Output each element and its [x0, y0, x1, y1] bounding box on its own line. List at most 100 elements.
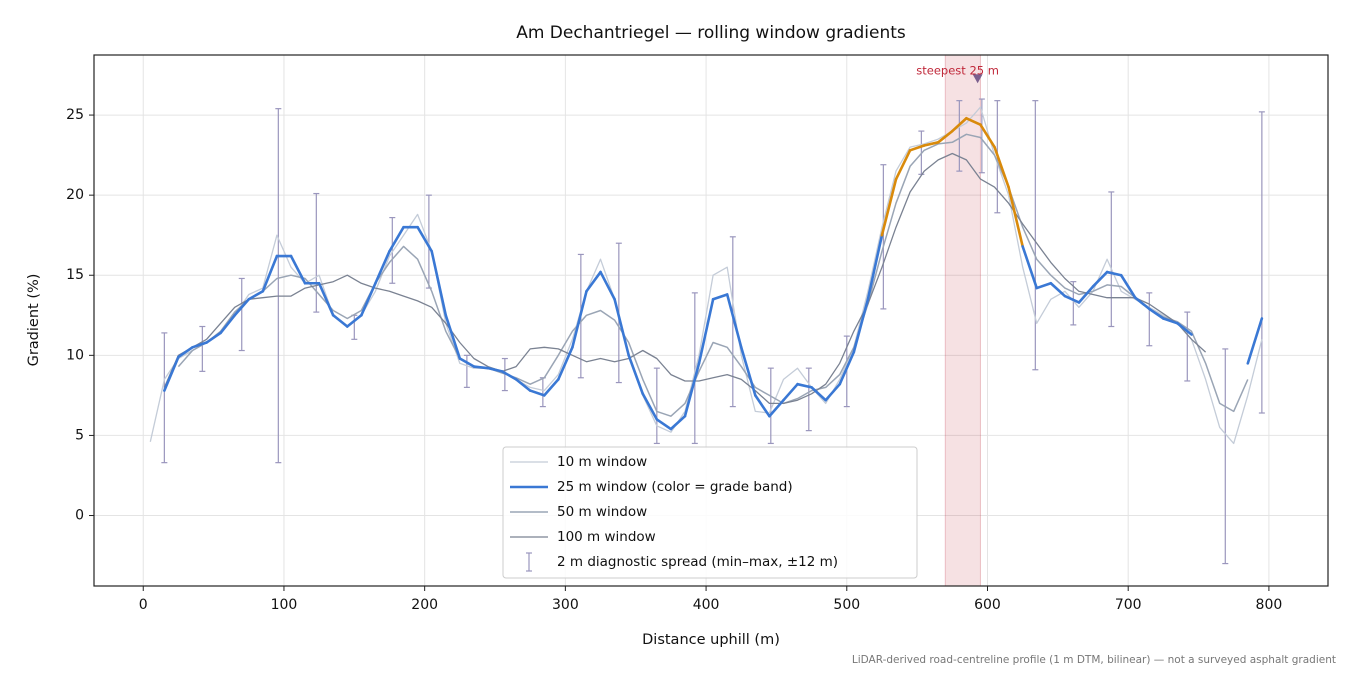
line-segment: [500, 370, 518, 381]
line-segment: [1049, 281, 1067, 298]
line-segment: [683, 362, 701, 418]
y-axis-label: Gradient (%): [26, 274, 42, 367]
line-segment: [627, 354, 645, 396]
line-segment: [388, 225, 405, 253]
line-segment: [1091, 270, 1109, 288]
steepest-span: [944, 54, 981, 587]
line-segment: [1133, 296, 1151, 311]
line-segment: [331, 313, 349, 328]
line-segment: [993, 145, 1010, 189]
line-segment: [908, 144, 926, 152]
series-line: [163, 152, 1207, 405]
line-segment: [838, 350, 856, 386]
x-axis-label: Distance uphill (m): [642, 632, 780, 648]
line-segment: [472, 365, 490, 370]
x-tick-label: 300: [552, 597, 579, 613]
line-segment: [754, 394, 771, 418]
line-segment: [177, 346, 194, 359]
legend-label: 50 m window: [557, 504, 647, 520]
line-segment: [1035, 281, 1053, 290]
line-segment: [824, 382, 842, 402]
line-segment: [1119, 273, 1137, 299]
line-segment: [571, 289, 588, 349]
line-segment: [247, 289, 265, 301]
line-segment: [866, 233, 884, 301]
line-segment: [261, 254, 279, 293]
line-segment: [557, 346, 574, 381]
series-line: [177, 133, 1249, 417]
line-segment: [360, 281, 377, 317]
x-tick-label: 700: [1115, 597, 1142, 613]
line-segment: [936, 129, 954, 144]
line-segment: [233, 297, 251, 317]
line-segment: [345, 313, 363, 328]
line-segment: [317, 281, 335, 317]
line-segment: [289, 254, 307, 285]
x-tick-label: 200: [411, 597, 438, 613]
y-tick-label: 10: [66, 347, 84, 363]
line-segment: [163, 355, 180, 392]
line-segment: [725, 293, 743, 349]
line-segment: [374, 249, 391, 285]
line-segment: [669, 414, 687, 431]
line-segment: [697, 297, 715, 365]
line-segment: [1105, 270, 1123, 277]
steepest-label: steepest 25 m: [916, 64, 999, 78]
line-segment: [416, 225, 433, 253]
line-segment: [796, 382, 813, 389]
x-tick-label: 800: [1256, 597, 1283, 613]
line-segment: [1176, 322, 1193, 336]
footnote: LiDAR-derived road-centreline profile (1…: [852, 654, 1336, 666]
line-segment: [739, 346, 757, 397]
y-tick-label: 5: [75, 427, 84, 443]
line-segment: [542, 378, 560, 397]
steepest-marker: [972, 74, 983, 84]
line-segment: [655, 418, 673, 431]
line-segment: [1162, 317, 1179, 325]
line-segment: [965, 116, 982, 126]
x-tick-label: 600: [974, 597, 1001, 613]
legend-label: 100 m window: [557, 529, 656, 545]
line-segment: [1077, 285, 1095, 304]
line-segment: [1007, 185, 1024, 248]
line-segment: [613, 297, 630, 357]
line-segment: [486, 366, 504, 373]
line-segment: [528, 389, 546, 397]
line-segment: [641, 392, 659, 421]
line-segment: [768, 398, 785, 418]
line-segment: [1021, 245, 1039, 290]
line-segment: [585, 270, 602, 293]
legend-label: 2 m diagnostic spread (min–max, ±12 m): [557, 554, 838, 570]
line-segment: [880, 177, 898, 237]
line-segment: [444, 313, 462, 360]
line-segment: [1063, 294, 1081, 304]
line-segment: [894, 149, 912, 181]
line-segment: [219, 313, 237, 335]
line-segment: [1148, 307, 1165, 320]
line-segment: [599, 270, 616, 301]
x-tick-label: 500: [833, 597, 860, 613]
line-segment: [810, 386, 827, 402]
legend-label: 25 m window (color = grade band): [557, 479, 793, 495]
plot-frame: [93, 54, 1329, 587]
x-tick-label: 0: [139, 597, 148, 613]
y-tick-label: 20: [66, 187, 84, 203]
line-segment: [458, 357, 476, 368]
line-segment: [205, 331, 222, 344]
x-tick-label: 100: [271, 597, 298, 613]
y-tick-label: 25: [66, 107, 84, 123]
line-segment: [711, 293, 729, 301]
legend-label: 10 m window: [557, 454, 647, 470]
line-segment: [782, 382, 799, 402]
line-segment: [1246, 317, 1264, 365]
line-segment: [922, 140, 940, 147]
chart-title: Am Dechantriegel — rolling window gradie…: [516, 23, 906, 43]
line-segment: [979, 123, 996, 149]
line-segment: [514, 378, 532, 392]
line-segment: [191, 341, 208, 349]
y-tick-label: 15: [66, 267, 84, 283]
line-segment: [430, 249, 448, 317]
y-tick-label: 0: [75, 508, 84, 524]
x-tick-label: 400: [693, 597, 720, 613]
